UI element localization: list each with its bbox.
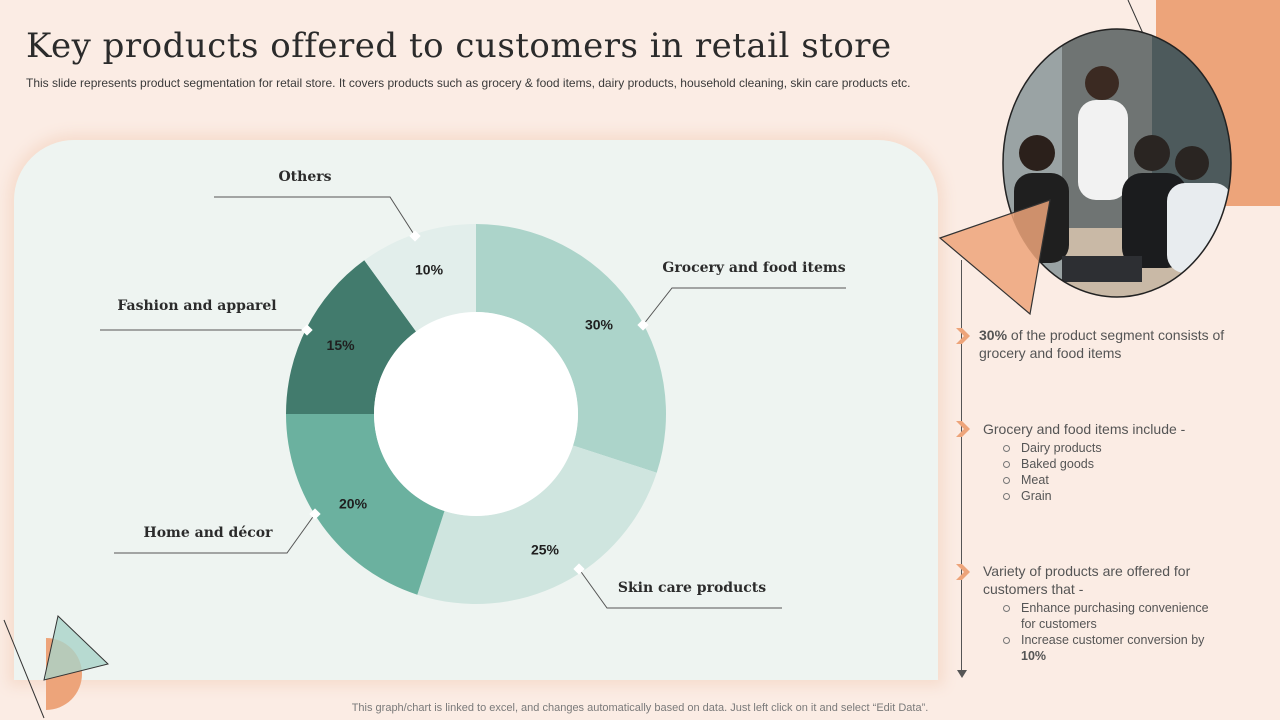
list-item: Baked goods	[1003, 456, 1273, 472]
data-label: 15%	[327, 337, 356, 353]
list-item: Dairy products	[1003, 440, 1273, 456]
category-label: Grocery and food items	[662, 260, 845, 276]
leader-dot	[309, 508, 321, 520]
note-heading: Grocery and food items include -	[983, 421, 1186, 437]
list-item-text: Increase customer conversion by	[1021, 633, 1205, 647]
leader-line	[114, 513, 316, 554]
chevron-right-icon	[956, 328, 970, 344]
donut-slice-others	[364, 224, 476, 332]
note-grocery-share: 30% of the product segment consists of g…	[979, 326, 1269, 362]
donut-slice-grocery-and-food-items	[476, 224, 666, 473]
note-text: of the product segment consists of groce…	[979, 327, 1225, 361]
triangle-decoration	[938, 199, 1051, 316]
note-grocery-items: Grocery and food items include - Dairy p…	[983, 420, 1273, 504]
timeline-line	[961, 260, 962, 672]
grocery-items-list: Dairy products Baked goods Meat Grain	[983, 440, 1273, 504]
leader-dot	[409, 230, 421, 242]
category-label: Home and décor	[143, 525, 273, 541]
page-subtitle: This slide represents product segmentati…	[26, 76, 911, 90]
leader-dot	[573, 563, 585, 575]
category-label: Skin care products	[618, 580, 766, 596]
data-label: 30%	[585, 317, 614, 333]
chevron-right-icon	[956, 564, 970, 580]
data-label: 10%	[415, 261, 444, 277]
team-meeting-photo	[1002, 28, 1232, 298]
footer-note: This graph/chart is linked to excel, and…	[351, 702, 929, 714]
list-item: Meat	[1003, 472, 1273, 488]
donut-slice-skin-care-products	[417, 445, 657, 604]
list-item-highlight: 10%	[1021, 649, 1047, 663]
list-item: Increase customer conversion by 10%	[1003, 632, 1223, 664]
note-variety: Variety of products are offered for cust…	[983, 562, 1223, 664]
data-label: 20%	[339, 495, 368, 511]
leader-line	[578, 568, 782, 609]
page-title: Key products offered to customers in ret…	[26, 26, 892, 66]
donut-hole	[374, 312, 578, 516]
data-label: 25%	[531, 541, 560, 557]
corner-decoration	[3, 615, 109, 719]
leader-line	[214, 196, 416, 237]
variety-list: Enhance purchasing convenience for custo…	[983, 600, 1223, 664]
leader-dot	[301, 324, 313, 336]
leader-dot	[637, 319, 649, 331]
timeline-arrow-icon	[957, 670, 967, 678]
list-item: Grain	[1003, 488, 1273, 504]
donut-slice-fashion-and-apparel	[286, 260, 417, 414]
list-item: Enhance purchasing convenience for custo…	[1003, 600, 1223, 632]
category-label: Others	[278, 169, 331, 185]
leader-line	[642, 287, 846, 326]
note-highlight: 30%	[979, 327, 1008, 343]
category-label: Fashion and apparel	[117, 298, 276, 314]
note-heading: Variety of products are offered for cust…	[983, 563, 1191, 597]
donut-chart: 30% 25% 20% 15% 10% Grocery and food items Ski…	[100, 169, 846, 609]
chevron-right-icon	[956, 421, 970, 437]
donut-slice-home-and-d-cor	[286, 414, 445, 595]
